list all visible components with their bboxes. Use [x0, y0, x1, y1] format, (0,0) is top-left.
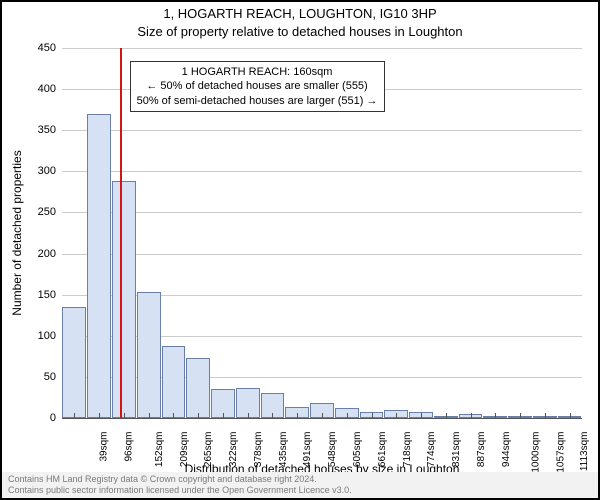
- gridline: [62, 254, 582, 255]
- footer-line1: Contains HM Land Registry data © Crown c…: [8, 474, 592, 485]
- y-tick-label: 350: [38, 124, 62, 136]
- gridline: [62, 212, 582, 213]
- x-tick: [248, 413, 249, 418]
- y-tick-label: 450: [38, 42, 62, 54]
- x-tick: [173, 413, 174, 418]
- x-tick: [471, 413, 472, 418]
- x-tick: [272, 413, 273, 418]
- y-tick-label: 150: [38, 289, 62, 301]
- footer-attribution: Contains HM Land Registry data © Crown c…: [2, 472, 598, 498]
- x-tick: [372, 413, 373, 418]
- figure-container: 1, HOGARTH REACH, LOUGHTON, IG10 3HP Siz…: [0, 0, 600, 500]
- x-tick: [396, 413, 397, 418]
- x-tick: [223, 413, 224, 418]
- gridline: [62, 48, 582, 49]
- x-tick: [74, 413, 75, 418]
- x-tick: [297, 413, 298, 418]
- y-axis-label-container: Number of detached properties: [10, 48, 24, 418]
- x-tick-label: 39sqm: [99, 432, 110, 462]
- x-tick: [520, 413, 521, 418]
- y-tick-label: 250: [38, 206, 62, 218]
- histogram-bar: [162, 346, 186, 418]
- histogram-bar: [62, 307, 86, 418]
- histogram-bar: [112, 181, 136, 418]
- y-axis-label: Number of detached properties: [10, 150, 24, 315]
- histogram-bar: [137, 292, 161, 418]
- y-tick-label: 0: [50, 412, 62, 424]
- chart-title-line1: 1, HOGARTH REACH, LOUGHTON, IG10 3HP: [2, 6, 598, 21]
- footer-line2: Contains public sector information licen…: [8, 485, 592, 496]
- plot-area: 05010015020025030035040045039sqm96sqm152…: [62, 48, 582, 418]
- gridline: [62, 418, 582, 419]
- gridline: [62, 130, 582, 131]
- x-tick: [495, 413, 496, 418]
- x-tick: [347, 413, 348, 418]
- reference-marker-line: [120, 48, 122, 418]
- annotation-line1: 1 HOGARTH REACH: 160sqm: [137, 65, 378, 79]
- annotation-line3: 50% of semi-detached houses are larger (…: [137, 94, 378, 108]
- y-tick-label: 300: [38, 165, 62, 177]
- y-tick-label: 400: [38, 83, 62, 95]
- x-tick: [570, 413, 571, 418]
- x-tick: [99, 413, 100, 418]
- histogram-bar: [186, 358, 210, 418]
- y-tick-label: 50: [44, 371, 62, 383]
- x-tick: [124, 413, 125, 418]
- x-tick-label: 96sqm: [124, 432, 135, 462]
- x-tick: [421, 413, 422, 418]
- annotation-box: 1 HOGARTH REACH: 160sqm← 50% of detached…: [130, 61, 385, 112]
- x-tick: [322, 413, 323, 418]
- x-tick: [545, 413, 546, 418]
- gridline: [62, 171, 582, 172]
- y-tick-label: 200: [38, 248, 62, 260]
- x-tick: [446, 413, 447, 418]
- annotation-line2: ← 50% of detached houses are smaller (55…: [137, 79, 378, 93]
- chart-title-line2: Size of property relative to detached ho…: [2, 24, 598, 39]
- x-tick: [149, 413, 150, 418]
- histogram-bar: [87, 114, 111, 418]
- x-tick: [198, 413, 199, 418]
- y-tick-label: 100: [38, 330, 62, 342]
